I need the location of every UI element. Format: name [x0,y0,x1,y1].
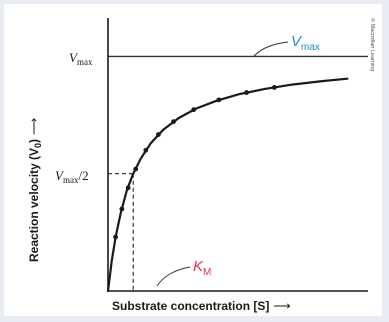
y-axis-label-text: Reaction velocity (V [27,148,41,262]
km-label-sub: M [203,267,211,278]
half-vmax-tail: /2 [78,168,88,183]
y-axis-label-tail: ) [27,139,41,143]
data-point [133,166,139,172]
data-points [113,85,277,240]
half-vmax-v: V [55,168,65,183]
x-axis-label-text: Substrate concentration [S] [112,299,269,313]
vmax-axis-label: Vmax [69,50,93,67]
vmax-leader-line [253,41,289,57]
y-axis-label-sub: 0 [33,143,43,148]
data-point [125,185,131,191]
data-point [191,107,197,113]
vmax-curve-label-v: V [291,33,303,50]
vmax-axis-label-v: V [69,50,79,65]
vmax-curve-label: Vmax [291,33,320,53]
x-axis-label: Substrate concentration [S] ⟶ [112,299,291,313]
velocity-curve [106,77,349,293]
km-label-k: K [193,258,204,275]
half-vmax-label: Vmax/2 [55,168,89,185]
michaelis-menten-chart: Vmax Vmax/2 Vmax KM Substrate concentrat… [27,18,376,313]
half-vmax-sub: max [63,175,79,185]
km-label: KM [193,258,211,278]
data-point [171,119,176,125]
data-point [216,97,222,103]
y-axis-label: Reaction velocity (V0) ⟶ [27,118,43,262]
figure-panel: Vmax Vmax/2 Vmax KM Substrate concentrat… [4,4,382,316]
data-point [244,90,250,95]
vmax-axis-label-sub: max [77,57,93,67]
vmax-curve-label-sub: max [301,42,320,53]
km-leader-line [156,266,191,287]
x-axis-arrow: ⟶ [273,299,290,313]
data-point [156,132,161,137]
data-point [119,206,125,212]
credit-text: © Macmillan Learning [369,18,376,71]
data-point [271,85,277,90]
y-axis-arrow: ⟶ [27,118,41,135]
data-point [113,234,118,240]
data-point [143,147,149,153]
